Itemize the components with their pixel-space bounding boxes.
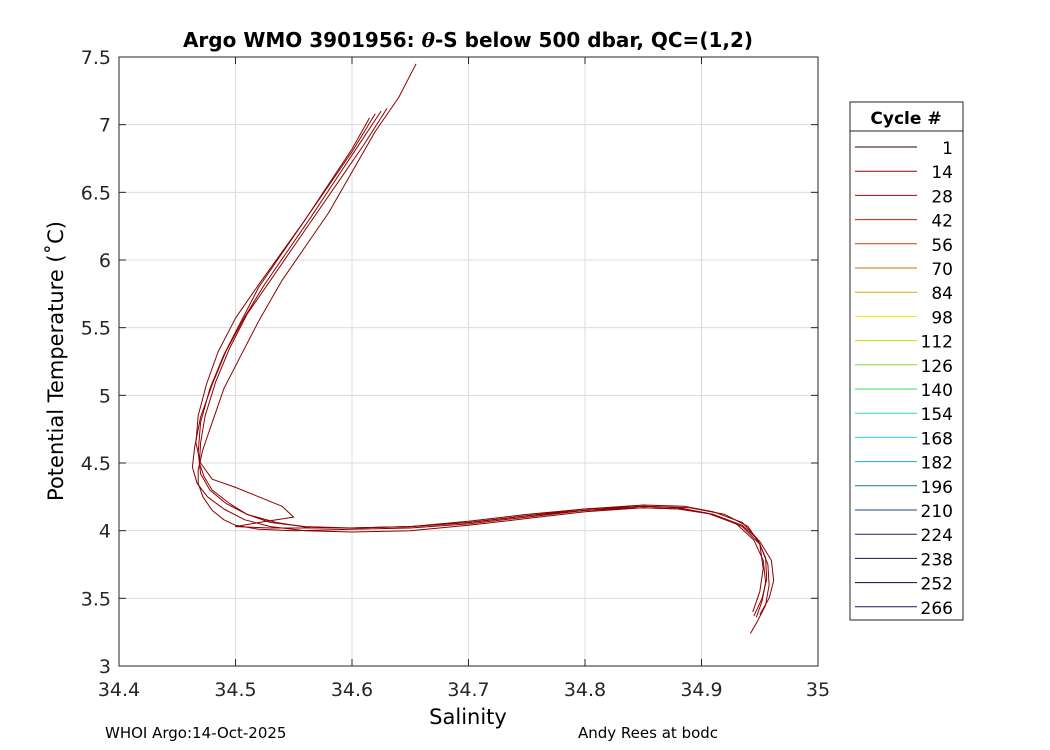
y-axis-label: Potential Temperature (˚C) xyxy=(44,221,68,501)
y-tick-label: 5 xyxy=(99,385,111,407)
x-tick-label: 34.7 xyxy=(447,679,489,701)
axis-ticks: 34.4 34.5 34.6 34.7 34.8 34.9 35 3 3.5 4 4.5 5 5.5 6 6… xyxy=(81,47,830,701)
x-tick-label: 34.8 xyxy=(564,679,606,701)
y-tick-label: 6 xyxy=(99,250,111,272)
legend-entry-label: 210 xyxy=(921,502,953,522)
y-tick-label: 3.5 xyxy=(81,588,111,610)
legend-entry-label: 70 xyxy=(931,260,953,280)
legend-entry-label: 154 xyxy=(921,405,953,425)
x-tick-label: 34.5 xyxy=(214,679,256,701)
legend-entry-label: 126 xyxy=(921,357,953,377)
x-tick-label: 34.9 xyxy=(680,679,722,701)
profile-line-1 xyxy=(197,63,770,634)
y-tick-label: 3 xyxy=(99,656,111,678)
profiles xyxy=(191,63,775,634)
x-axis-label: Salinity xyxy=(429,705,507,729)
legend-entry-label: 266 xyxy=(921,599,953,619)
profile-line-4 xyxy=(197,113,768,617)
legend-entry-label: 140 xyxy=(921,381,953,401)
legend-entry-label: 252 xyxy=(921,575,953,595)
legend: Cycle # 1 14 28 42 56 70 84 98 112 126 140 154 168 18… xyxy=(849,101,964,621)
y-tick-label: 6.5 xyxy=(81,182,111,204)
legend-entry-label: 168 xyxy=(921,429,953,449)
y-tick-label: 7 xyxy=(99,115,111,137)
legend-entry-label: 182 xyxy=(921,454,953,474)
y-tick-label: 5.5 xyxy=(81,318,111,340)
legend-box xyxy=(849,101,964,621)
profile-line-5 xyxy=(195,117,764,613)
legend-entry-label: 112 xyxy=(921,333,953,353)
legend-entry-label: 1 xyxy=(942,139,953,159)
x-tick-label: 34.6 xyxy=(331,679,373,701)
legend-entry-label: 98 xyxy=(931,308,953,328)
footer-credit-left: WHOI Argo:14-Oct-2025 xyxy=(105,724,287,742)
footer-credit-right: Andy Rees at bodc xyxy=(578,724,719,742)
legend-entry-label: 224 xyxy=(921,526,953,546)
chart-title: Argo WMO 3901956: θ-S below 500 dbar, QC… xyxy=(183,28,753,52)
profile-line-2 xyxy=(198,108,767,618)
legend-entry-label: 56 xyxy=(931,236,953,256)
legend-entry-label: 238 xyxy=(921,550,953,570)
legend-entry-label: 28 xyxy=(931,187,953,207)
x-tick-label: 35 xyxy=(806,679,830,701)
legend-title: Cycle # xyxy=(870,109,941,129)
y-tick-label: 4.5 xyxy=(81,453,111,475)
legend-entry-label: 42 xyxy=(931,212,953,232)
x-tick-label: 34.4 xyxy=(98,679,140,701)
y-tick-label: 7.5 xyxy=(81,47,111,69)
legend-entry-label: 196 xyxy=(921,478,953,498)
legend-entry-label: 14 xyxy=(931,163,953,183)
legend-entry-label: 84 xyxy=(931,284,953,304)
legend-entries: 1 14 28 42 56 70 84 98 112 126 140 154 168 182 196 210 2… xyxy=(855,139,953,619)
y-tick-label: 4 xyxy=(99,521,111,543)
